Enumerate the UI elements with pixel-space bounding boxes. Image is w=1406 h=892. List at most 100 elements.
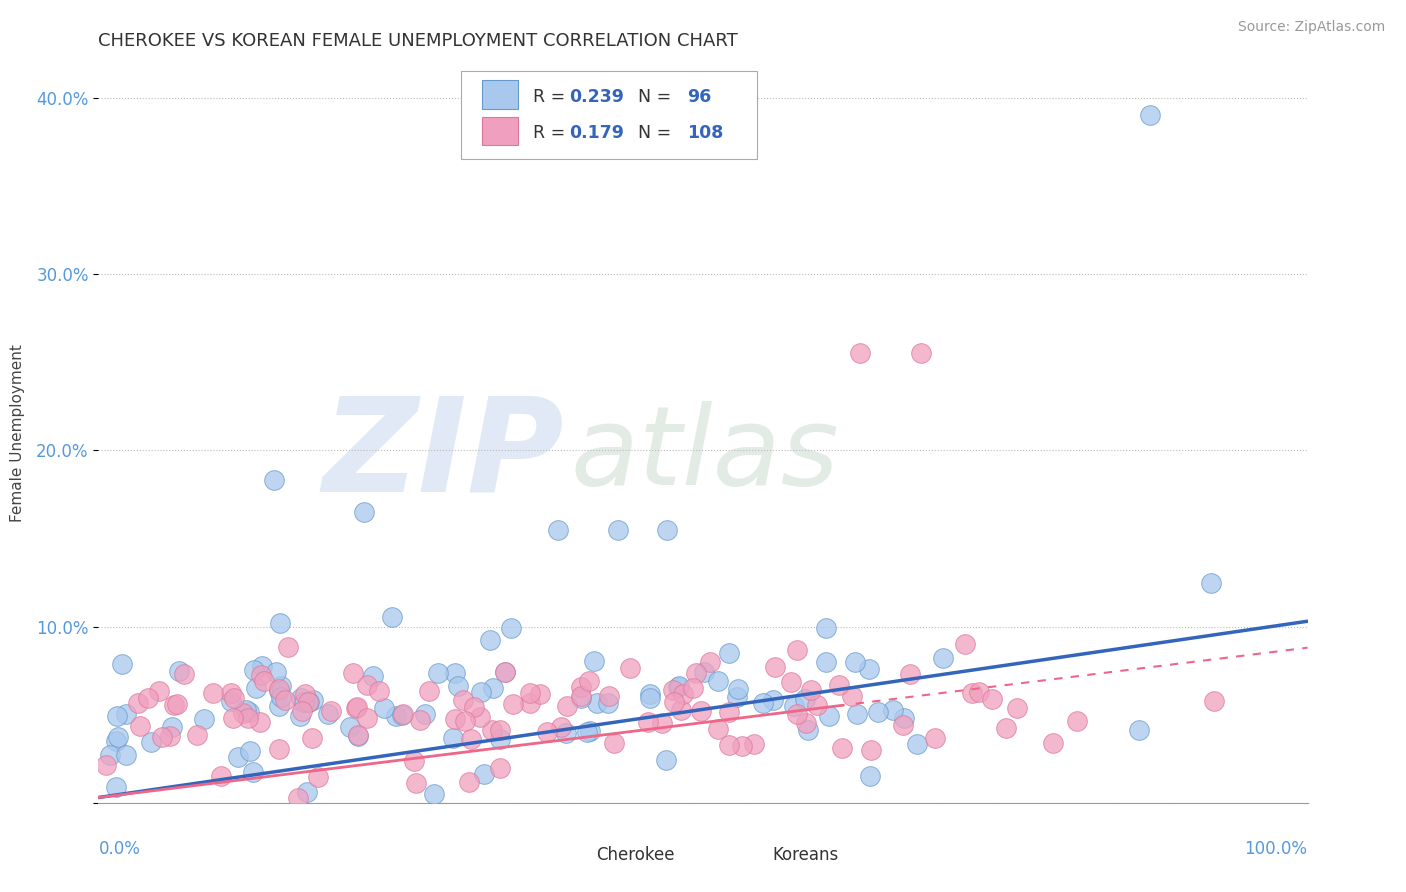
Point — [243, 663, 266, 677]
Point — [269, 698, 291, 713]
Point — [924, 731, 946, 746]
Point — [115, 706, 138, 721]
Point — [186, 728, 208, 742]
Point — [967, 685, 990, 699]
Point — [569, 689, 592, 703]
Point — [239, 744, 262, 758]
Point — [253, 673, 276, 688]
Point — [569, 690, 592, 705]
Point — [860, 743, 883, 757]
Point — [346, 700, 368, 714]
Point — [373, 700, 395, 714]
Point — [818, 709, 841, 723]
Point — [481, 723, 503, 737]
Point — [242, 764, 264, 779]
Point — [368, 683, 391, 698]
FancyBboxPatch shape — [734, 846, 749, 862]
Point — [682, 681, 704, 695]
Point — [1199, 576, 1222, 591]
Point — [786, 643, 808, 657]
Point — [596, 696, 619, 710]
Point — [707, 674, 730, 689]
Point — [152, 730, 174, 744]
Point — [672, 687, 695, 701]
Point — [893, 711, 915, 725]
Point — [294, 687, 316, 701]
Point — [800, 683, 823, 698]
Point — [619, 661, 641, 675]
Point — [598, 689, 620, 703]
Point — [689, 704, 711, 718]
Point — [418, 684, 440, 698]
Point — [307, 771, 329, 785]
Point — [347, 728, 370, 742]
Text: CHEROKEE VS KOREAN FEMALE UNEMPLOYMENT CORRELATION CHART: CHEROKEE VS KOREAN FEMALE UNEMPLOYMENT C… — [98, 32, 738, 50]
Point — [104, 780, 127, 794]
Point — [794, 715, 817, 730]
Point — [270, 690, 292, 704]
Point — [576, 724, 599, 739]
Point — [292, 695, 315, 709]
Point — [717, 646, 740, 660]
FancyBboxPatch shape — [482, 80, 517, 109]
Point — [1139, 108, 1161, 122]
Point — [391, 708, 413, 723]
Point — [353, 505, 375, 519]
Point — [250, 658, 273, 673]
Point — [301, 693, 323, 707]
Point — [640, 691, 662, 706]
Point — [582, 654, 605, 668]
Point — [107, 731, 129, 745]
Point — [160, 720, 183, 734]
Point — [472, 767, 495, 781]
Point — [1128, 723, 1150, 737]
Point — [426, 666, 449, 681]
Point — [110, 657, 132, 671]
Point — [550, 720, 572, 734]
Point — [752, 697, 775, 711]
Point — [297, 695, 319, 709]
Point — [547, 523, 569, 537]
Point — [898, 666, 921, 681]
Point — [555, 698, 578, 713]
Point — [463, 699, 485, 714]
Point — [932, 651, 955, 665]
Point — [603, 736, 626, 750]
Point — [470, 685, 492, 699]
Point — [270, 679, 292, 693]
Point — [655, 523, 678, 537]
Text: Source: ZipAtlas.com: Source: ZipAtlas.com — [1237, 20, 1385, 34]
Point — [664, 695, 686, 709]
Point — [105, 709, 128, 723]
Point — [668, 679, 690, 693]
Point — [297, 784, 319, 798]
Point — [910, 346, 932, 360]
Point — [806, 698, 828, 713]
Point — [727, 681, 749, 696]
Point — [1066, 714, 1088, 729]
Point — [228, 749, 250, 764]
Point — [222, 691, 245, 706]
Text: R =: R = — [533, 88, 571, 106]
Text: 108: 108 — [688, 124, 724, 142]
Point — [742, 738, 765, 752]
Point — [494, 665, 516, 679]
Text: 0.0%: 0.0% — [98, 840, 141, 858]
Point — [202, 686, 225, 700]
Point — [274, 692, 297, 706]
Point — [391, 706, 413, 721]
Point — [669, 703, 692, 717]
Point — [815, 621, 838, 635]
Text: 96: 96 — [688, 88, 711, 106]
Point — [529, 687, 551, 701]
Point — [761, 693, 783, 707]
Point — [849, 346, 872, 360]
Point — [960, 686, 983, 700]
Text: R =: R = — [533, 124, 571, 142]
Point — [579, 724, 602, 739]
Point — [221, 686, 243, 700]
Point — [882, 703, 904, 717]
Point — [381, 609, 404, 624]
Point — [797, 723, 820, 737]
Point — [699, 656, 721, 670]
